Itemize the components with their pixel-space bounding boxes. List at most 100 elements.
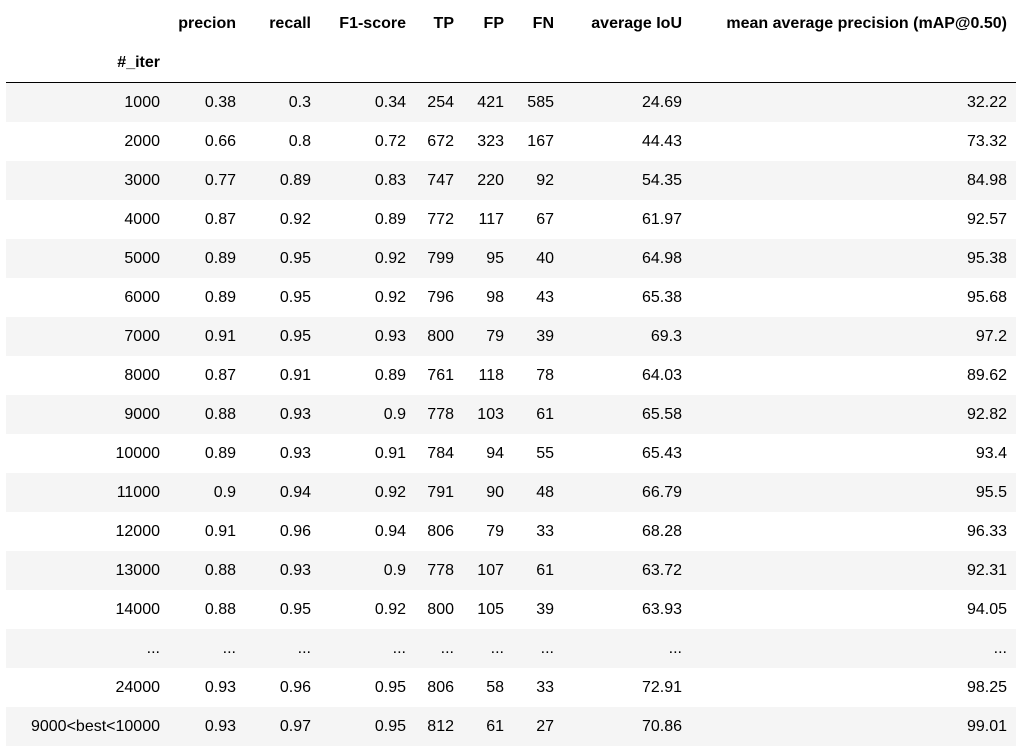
results-table: precion recall F1-score TP FP FN average… (6, 4, 1016, 746)
table-cell: 0.89 (204, 444, 236, 462)
table-header: precion recall F1-score TP FP FN average… (6, 4, 1016, 83)
table-cell: ... (297, 639, 311, 657)
table-cell: 33 (536, 678, 554, 696)
table-cell: 220 (477, 171, 504, 189)
table-cell: 0.93 (374, 327, 406, 345)
column-header: precion (178, 14, 236, 32)
table-cell: 0.95 (279, 249, 311, 267)
table-cell: 65.38 (641, 288, 682, 306)
table-cell: 0.94 (374, 522, 406, 540)
table-cell: 0.8 (288, 132, 311, 150)
table-cell: 806 (427, 522, 454, 540)
table-cell: 778 (427, 405, 454, 423)
table-cell: ... (222, 639, 236, 657)
table-cell: 672 (427, 132, 454, 150)
table-cell: 0.95 (279, 288, 311, 306)
table-cell: 61 (536, 561, 554, 579)
row-index: 2000 (124, 132, 160, 150)
table-row: 8000 0.87 0.91 0.89 761 118 78 64.03 89.62 (6, 356, 1016, 395)
row-index: 1000 (124, 93, 160, 111)
table-cell: 806 (427, 678, 454, 696)
table-cell: 0.88 (204, 561, 236, 579)
table-cell: 94 (486, 444, 504, 462)
table-cell: ... (440, 639, 454, 657)
table-cell: 73.32 (966, 132, 1007, 150)
table-cell: 95.68 (966, 288, 1007, 306)
table-cell: 0.92 (374, 288, 406, 306)
table-cell: 103 (477, 405, 504, 423)
table-cell: 0.92 (374, 249, 406, 267)
table-cell: 90 (486, 483, 504, 501)
table-cell: ... (668, 639, 682, 657)
table-cell: 0.9 (383, 405, 406, 423)
table-cell: 98.25 (966, 678, 1007, 696)
table-cell: 40 (536, 249, 554, 267)
table-row: 5000 0.89 0.95 0.92 799 95 40 64.98 95.38 (6, 239, 1016, 278)
table-row: 11000 0.9 0.94 0.92 791 90 48 66.79 95.5 (6, 473, 1016, 512)
table-cell: 94.05 (966, 600, 1007, 618)
table-row: ........................... (6, 629, 1016, 668)
column-header: recall (269, 14, 311, 32)
table-cell: 99.01 (966, 717, 1007, 735)
table-cell: 84.98 (966, 171, 1007, 189)
table-cell: 0.92 (279, 210, 311, 228)
table-cell: 68.28 (641, 522, 682, 540)
index-name-row: #_iter (6, 43, 1016, 83)
table-cell: 0.94 (279, 483, 311, 501)
table-cell: 63.72 (641, 561, 682, 579)
table-row: 4000 0.87 0.92 0.89 772 117 67 61.97 92.57 (6, 200, 1016, 239)
table-cell: ... (490, 639, 504, 657)
empty-cell (513, 43, 563, 83)
table-cell: 66.79 (641, 483, 682, 501)
row-index: 3000 (124, 171, 160, 189)
table-cell: 96.33 (966, 522, 1007, 540)
table-cell: 118 (478, 366, 504, 384)
table-cell: 0.97 (279, 717, 311, 735)
table-cell: 0.87 (204, 210, 236, 228)
table-cell: 69.3 (650, 327, 682, 345)
empty-cell (169, 43, 245, 83)
table-cell: 747 (427, 171, 454, 189)
empty-cell (415, 43, 463, 83)
table-cell: 0.88 (204, 600, 236, 618)
table-cell: 79 (486, 327, 504, 345)
table-cell: 0.66 (204, 132, 236, 150)
table-cell: 0.89 (279, 171, 311, 189)
row-index: 5000 (124, 249, 160, 267)
column-header: TP (433, 14, 454, 32)
table-cell: 0.34 (374, 93, 406, 111)
table-row: 1000 0.38 0.3 0.34 254 421 585 24.69 32.22 (6, 82, 1016, 122)
table-cell: 0.89 (204, 249, 236, 267)
table-cell: 0.9 (383, 561, 406, 579)
table-cell: 761 (427, 366, 454, 384)
table-cell: 58 (486, 678, 504, 696)
table-cell: ... (392, 639, 406, 657)
table-cell: 0.89 (204, 288, 236, 306)
table-cell: 70.86 (641, 717, 682, 735)
empty-cell (691, 43, 1016, 83)
table-cell: 98 (486, 288, 504, 306)
empty-cell (463, 43, 513, 83)
table-cell: 0.83 (374, 171, 406, 189)
table-cell: 0.92 (374, 600, 406, 618)
table-cell: 0.96 (279, 678, 311, 696)
table-cell: 772 (427, 210, 454, 228)
table-cell: 33 (536, 522, 554, 540)
index-corner-cell (6, 4, 169, 43)
table-cell: 0.93 (204, 678, 236, 696)
table-cell: 0.91 (374, 444, 406, 462)
table-cell: 784 (427, 444, 454, 462)
table-cell: 0.91 (279, 366, 311, 384)
table-cell: 0.89 (374, 366, 406, 384)
table-cell: 0.92 (374, 483, 406, 501)
table-cell: 791 (427, 483, 454, 501)
table-cell: 95.5 (975, 483, 1007, 501)
table-cell: 0.77 (204, 171, 236, 189)
table-cell: 93.4 (975, 444, 1007, 462)
table-cell: 61 (486, 717, 504, 735)
table-cell: 64.98 (641, 249, 682, 267)
column-header: FP (483, 14, 504, 32)
table-cell: 254 (427, 93, 454, 111)
empty-cell (320, 43, 415, 83)
row-index: 12000 (115, 522, 161, 540)
